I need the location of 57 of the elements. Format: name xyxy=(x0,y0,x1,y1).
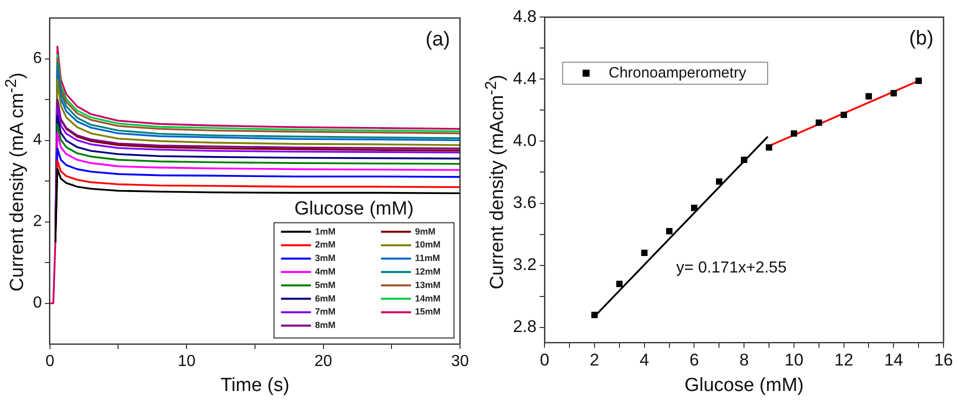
x-tick-label: 10 xyxy=(784,350,804,370)
point xyxy=(716,178,722,185)
legend-label: 1mM xyxy=(315,226,336,236)
y-tick-label: 2 xyxy=(32,213,42,230)
legend-label: 9mM xyxy=(415,226,436,236)
x-tick-label: 0 xyxy=(540,350,550,370)
y-tick-label: 4.0 xyxy=(512,130,537,150)
point xyxy=(816,119,822,126)
point xyxy=(890,90,897,96)
legend-label: 7mM xyxy=(315,306,336,317)
annotation: (b) xyxy=(909,28,934,50)
legend-label: Chronoamperometry xyxy=(608,64,747,82)
legend-label: 2mM xyxy=(315,240,336,250)
x-tick-label: 20 xyxy=(314,353,332,370)
y-tick-label: 6 xyxy=(32,50,42,68)
y-tick-label: 3.6 xyxy=(512,192,537,212)
legend-label: 8mM xyxy=(315,320,336,330)
legend-label: 6mM xyxy=(315,293,336,304)
annotation: y= 0.171x+2.55 xyxy=(676,259,787,276)
legend-label: 11mM xyxy=(415,253,440,264)
legend-label: 15mM xyxy=(415,306,441,317)
x-tick-label: 6 xyxy=(689,350,699,370)
point xyxy=(591,312,598,318)
point xyxy=(866,93,872,100)
point xyxy=(691,204,698,212)
y-tick-label: 3.2 xyxy=(512,254,537,274)
legend-label: 10mM xyxy=(415,240,441,250)
point xyxy=(915,78,922,84)
x-axis-title: Glucose (mM) xyxy=(684,374,804,396)
y-tick-label: 4.4 xyxy=(512,68,537,88)
legend-title: Glucose (mM) xyxy=(294,198,414,220)
y-tick-label: 4.8 xyxy=(512,6,537,26)
point xyxy=(666,228,672,234)
legend-label: 12mM xyxy=(415,266,441,276)
x-tick-label: 4 xyxy=(640,350,650,370)
point xyxy=(840,112,847,118)
legend-label: 4mM xyxy=(315,266,336,276)
annotation: (a) xyxy=(426,28,450,51)
x-tick-label: 16 xyxy=(934,350,954,370)
x-tick-label: 2 xyxy=(590,350,600,370)
point xyxy=(740,156,748,164)
x-axis-title: Time (s) xyxy=(220,374,290,396)
x-tick-label: 10 xyxy=(178,353,196,370)
y-tick-label: 0 xyxy=(32,294,42,312)
x-tick-label: 8 xyxy=(739,350,749,370)
y-tick-label: 4 xyxy=(32,132,42,149)
x-tick-label: 0 xyxy=(45,353,54,370)
legend-label: 3mM xyxy=(315,253,336,264)
x-tick-label: 14 xyxy=(884,350,904,370)
y-tick-label: 2.8 xyxy=(512,316,537,336)
legend-label: 5mM xyxy=(315,280,336,290)
point xyxy=(616,280,623,288)
point xyxy=(641,250,648,256)
x-tick-label: 30 xyxy=(451,353,469,370)
legend-label: 14mM xyxy=(415,293,441,304)
x-tick-label: 12 xyxy=(834,350,854,370)
legend-label: 13mM xyxy=(415,280,441,290)
